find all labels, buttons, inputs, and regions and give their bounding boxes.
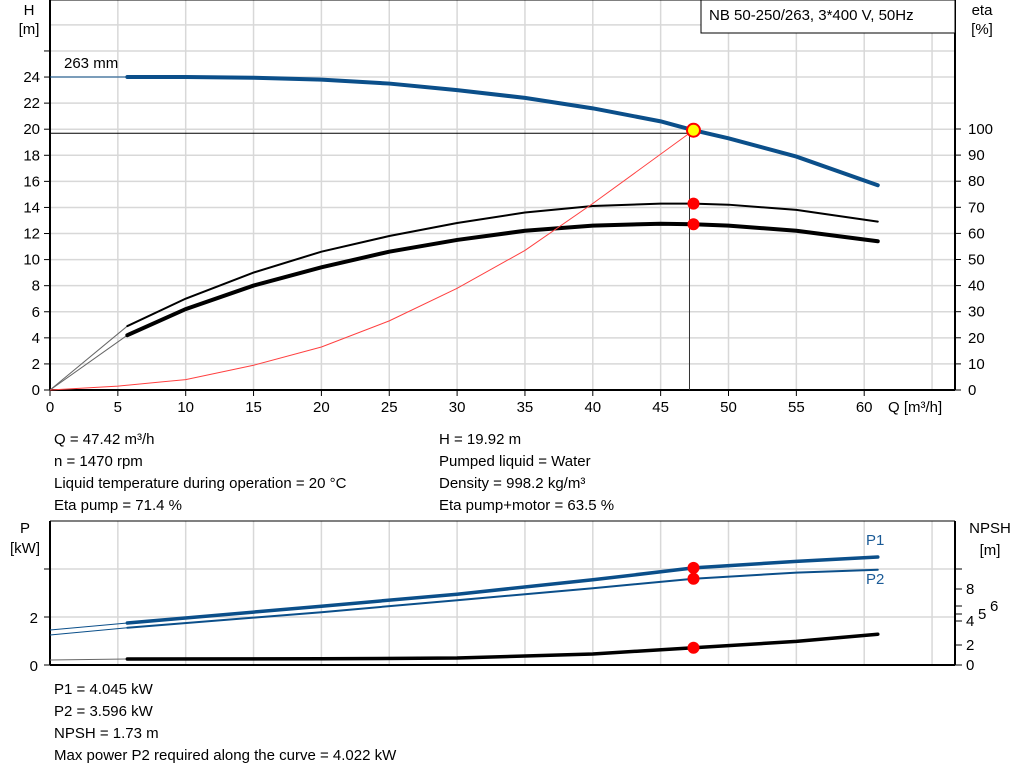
info-speed: n = 1470 rpm [54,453,143,470]
head-curve [125,75,880,188]
head-curve-label: 263 mm [64,55,118,72]
info-npsh: NPSH = 1.73 m [54,725,159,742]
y-tick-label: 0 [30,658,38,675]
y2-tick-label: 0 [966,657,974,674]
y2-tick-label: 90 [968,147,985,164]
y2-tick-label: 10 [968,356,985,373]
info-bottom: P1 = 4.045 kW P2 = 3.596 kW NPSH = 1.73 … [54,679,396,767]
eta-total-marker [687,218,700,231]
info-p1: P1 = 4.045 kW [54,681,153,698]
y-tick-label: 2 [30,610,38,627]
y2-tick-label: 80 [968,173,985,190]
y2-axis-unit: [%] [971,21,993,38]
duty-point-marker [685,122,701,138]
y2-tick-label: 5 [978,606,986,623]
x-tick-label: 60 [856,399,873,416]
y-tick-label: 14 [23,199,40,216]
curve-extension [49,627,128,636]
system-curve [49,129,694,391]
y-axis-label: H [24,2,35,19]
x-tick-label: 25 [381,399,398,416]
npsh-axis-unit: [m] [980,542,1001,559]
y2-tick-label: 6 [990,598,998,615]
p1-curve [125,555,880,625]
p1-marker [687,561,700,574]
y2-tick-label: 2 [966,637,974,654]
info-liquid: Pumped liquid = Water [439,453,591,470]
info-p2: P2 = 3.596 kW [54,703,153,720]
p-axis-unit: [kW] [10,540,40,557]
chart-title: NB 50-250/263, 3*400 V, 50Hz [709,7,914,24]
y2-tick-label: 8 [966,581,974,598]
curve-extension [49,658,128,661]
y2-tick-label: 30 [968,304,985,321]
eta-pump-marker [687,197,700,210]
y-tick-label: 24 [23,69,40,86]
x-tick-label: 35 [517,399,534,416]
p2-marker [687,572,700,585]
info-top-right: H = 19.92 m Pumped liquid = Water Densit… [439,429,614,517]
x-tick-label: 40 [584,399,601,416]
x-tick-label: 45 [652,399,669,416]
y-tick-label: 2 [32,356,40,373]
npsh-marker [687,641,700,654]
y-tick-label: 6 [32,304,40,321]
p-axis-label: P [20,520,30,537]
y2-tick-label: 40 [968,278,985,295]
npsh-curve [125,632,880,661]
y2-tick-label: 0 [968,382,976,399]
info-density: Density = 998.2 kg/m³ [439,475,586,492]
eta-pump-curve [126,202,879,328]
y2-tick-label: 4 [966,613,974,630]
y-tick-label: 16 [23,173,40,190]
y2-axis-label: eta [972,2,994,19]
curve-extension [49,622,128,631]
y2-tick-label: 50 [968,252,985,269]
x-tick-label: 5 [114,399,122,416]
y-tick-label: 20 [23,121,40,138]
info-top-left: Q = 47.42 m³/h n = 1470 rpm Liquid tempe… [54,429,346,517]
y-axis-unit: [m] [19,21,40,38]
y2-tick-label: 100 [968,121,993,138]
info-max-power: Max power P2 required along the curve = … [54,747,397,764]
y-tick-label: 12 [23,226,40,243]
y2-tick-label: 70 [968,199,985,216]
y2-tick-label: 20 [968,330,985,347]
x-tick-label: 15 [245,399,262,416]
y-tick-label: 18 [23,147,40,164]
curve-extension [49,334,128,391]
p2-label: P2 [866,571,884,588]
y2-tick-label: 60 [968,225,985,242]
curve-extension [49,325,128,391]
x-tick-label: 30 [449,399,466,416]
y-tick-label: 22 [23,95,40,112]
p2-curve [126,568,879,629]
y-tick-label: 10 [23,252,40,269]
y-tick-label: 4 [32,330,40,347]
title-box [700,0,956,34]
x-tick-label: 0 [46,399,54,416]
x-tick-label: 50 [720,399,737,416]
y-tick-label: 8 [32,278,40,295]
y-tick-label: 0 [32,382,40,399]
eta-total-curve [125,221,880,338]
info-eta-pump: Eta pump = 71.4 % [54,497,182,514]
x-tick-label: 55 [788,399,805,416]
x-tick-label: 20 [313,399,330,416]
info-h: H = 19.92 m [439,431,522,448]
x-axis-label: Q [m³/h] [888,399,942,416]
info-q: Q = 47.42 m³/h [54,431,155,448]
info-temperature: Liquid temperature during operation = 20… [54,475,347,492]
info-eta-total: Eta pump+motor = 63.5 % [439,497,615,514]
x-tick-label: 10 [177,399,194,416]
p1-label: P1 [866,532,884,549]
npsh-axis-label: NPSH [969,520,1011,537]
